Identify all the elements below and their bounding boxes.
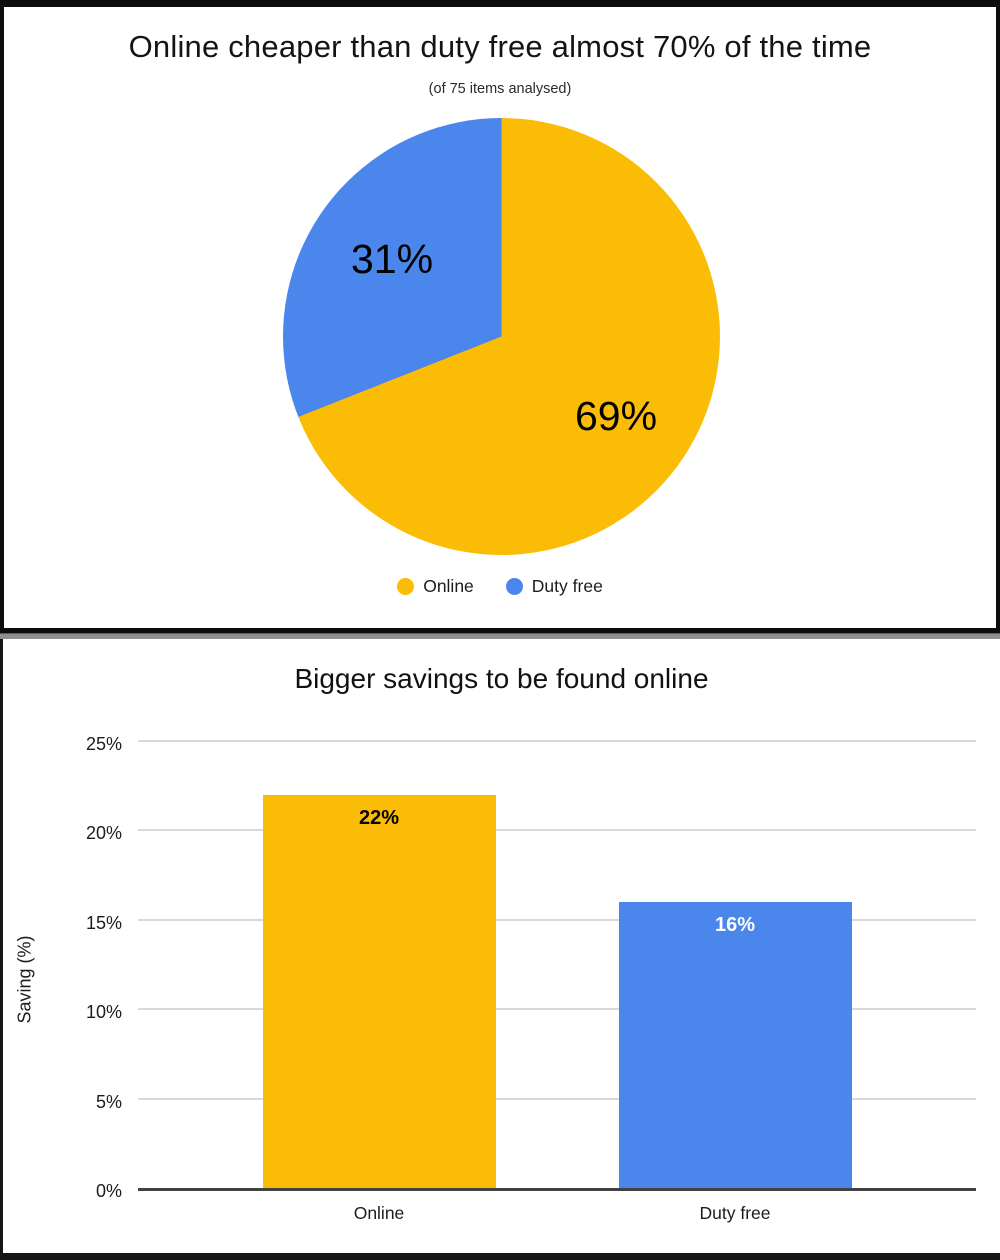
pie-legend: Online Duty free bbox=[4, 576, 996, 597]
pie-chart bbox=[283, 118, 720, 555]
legend-label: Duty free bbox=[531, 576, 603, 596]
y-tick-label: 0% bbox=[95, 1181, 122, 1201]
y-tick-label: 20% bbox=[85, 823, 122, 844]
y-tick-label: 25% bbox=[85, 734, 122, 754]
gridline bbox=[138, 740, 976, 742]
bar-chart-title: Bigger savings to be found online bbox=[294, 663, 709, 694]
pie-chart-subtitle: (of 75 items analysed) bbox=[428, 81, 572, 97]
bar-value-label: 16% bbox=[714, 914, 756, 936]
gridline bbox=[138, 1008, 976, 1011]
bar-value-label: 22% bbox=[358, 807, 400, 829]
x-category-label: Online bbox=[353, 1203, 405, 1223]
pie-chart-panel: Online cheaper than duty free almost 70%… bbox=[0, 0, 1000, 633]
pie-slice-label-duty-free: 31% bbox=[350, 236, 434, 282]
pie-slice-label-online: 69% bbox=[574, 393, 658, 439]
bar-duty-free: 16% bbox=[618, 902, 852, 1188]
legend-item-duty-free: Duty free bbox=[505, 576, 603, 597]
y-tick-label: 15% bbox=[85, 912, 122, 933]
y-axis-title: Saving (%) bbox=[14, 935, 35, 1024]
x-category-label: Duty free bbox=[699, 1203, 771, 1223]
bar-plot-area: 22% 16% bbox=[138, 740, 976, 1191]
bar-online: 22% bbox=[262, 795, 496, 1188]
gridline bbox=[138, 918, 976, 921]
y-tick-label: 5% bbox=[95, 1091, 122, 1112]
y-tick-label: 10% bbox=[85, 1002, 122, 1023]
legend-swatch-icon bbox=[505, 578, 523, 595]
panel-divider bbox=[0, 633, 1000, 639]
pie-chart-title: Online cheaper than duty free almost 70%… bbox=[128, 29, 872, 64]
gridline bbox=[138, 829, 976, 832]
legend-label: Online bbox=[423, 576, 474, 596]
gridline bbox=[138, 1097, 976, 1100]
legend-swatch-icon bbox=[397, 578, 415, 595]
bar-chart-panel: Bigger savings to be found online Saving… bbox=[0, 639, 1000, 1260]
legend-item-online: Online bbox=[397, 576, 474, 597]
